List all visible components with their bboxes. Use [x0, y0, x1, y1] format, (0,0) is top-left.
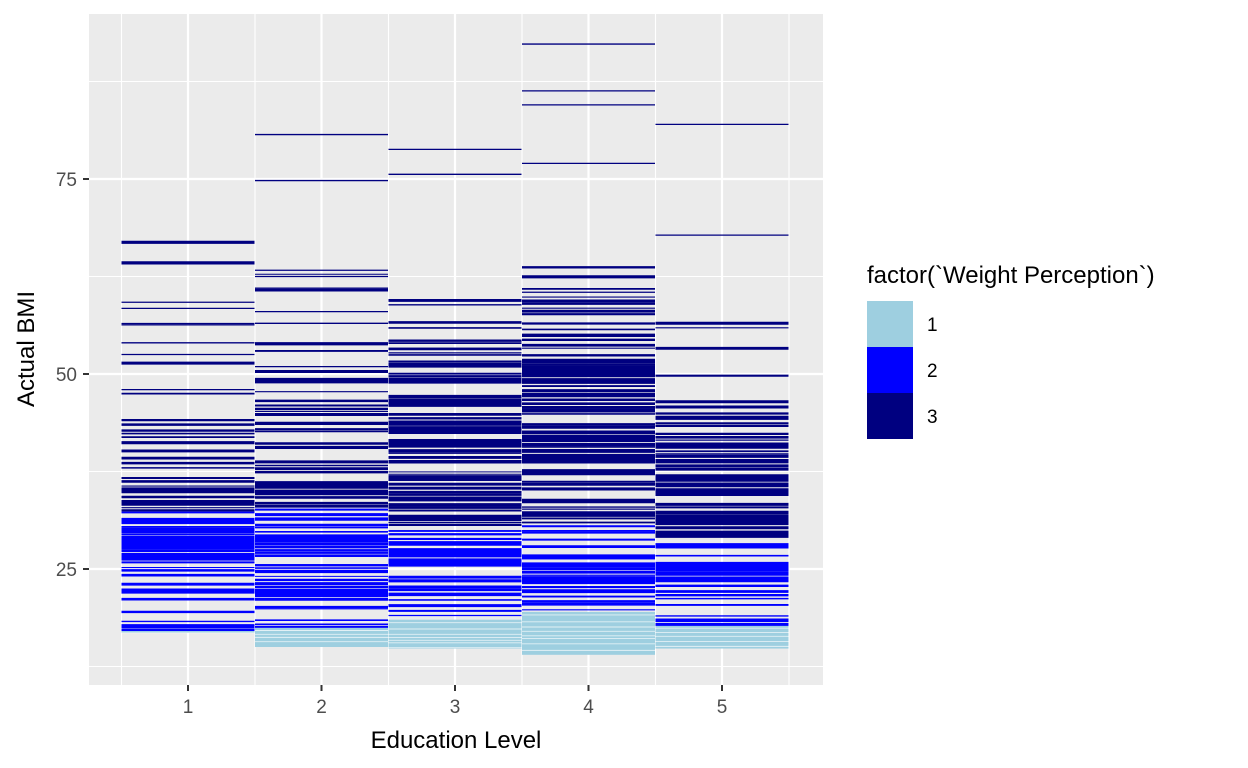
x-axis-title: Education Level	[371, 727, 542, 754]
x-tick-label: 4	[583, 697, 594, 718]
x-tick-label: 5	[717, 697, 728, 718]
axes: 25 50 75 1 2 3 4 5	[56, 170, 727, 718]
series-column-2	[255, 133, 388, 647]
legend-key-3	[867, 393, 913, 439]
series-column-4	[522, 43, 655, 655]
x-tick-label: 3	[450, 697, 461, 718]
series-column-5	[655, 123, 789, 649]
series-column-1	[121, 240, 255, 634]
legend-key-2	[867, 347, 913, 393]
data-marks	[121, 43, 789, 655]
y-tick-label: 50	[56, 365, 77, 386]
x-tick-label: 2	[316, 697, 327, 718]
x-tick-label: 1	[183, 697, 194, 718]
series-column-3	[388, 148, 522, 649]
y-tick-label: 25	[56, 560, 77, 581]
legend: factor(`Weight Perception`) 1 2 3	[867, 262, 1155, 439]
y-tick-label: 75	[56, 170, 77, 191]
legend-title: factor(`Weight Perception`)	[867, 262, 1155, 289]
legend-label-1: 1	[927, 315, 938, 336]
legend-label-2: 2	[927, 361, 938, 382]
bmi-band-perception-1	[121, 629, 255, 633]
bmi-band-perception-1	[522, 611, 655, 655]
bmi-band-perception-1	[655, 625, 789, 649]
legend-key-1	[867, 301, 913, 347]
y-axis-title: Actual BMI	[13, 291, 40, 407]
legend-label-3: 3	[927, 407, 938, 428]
